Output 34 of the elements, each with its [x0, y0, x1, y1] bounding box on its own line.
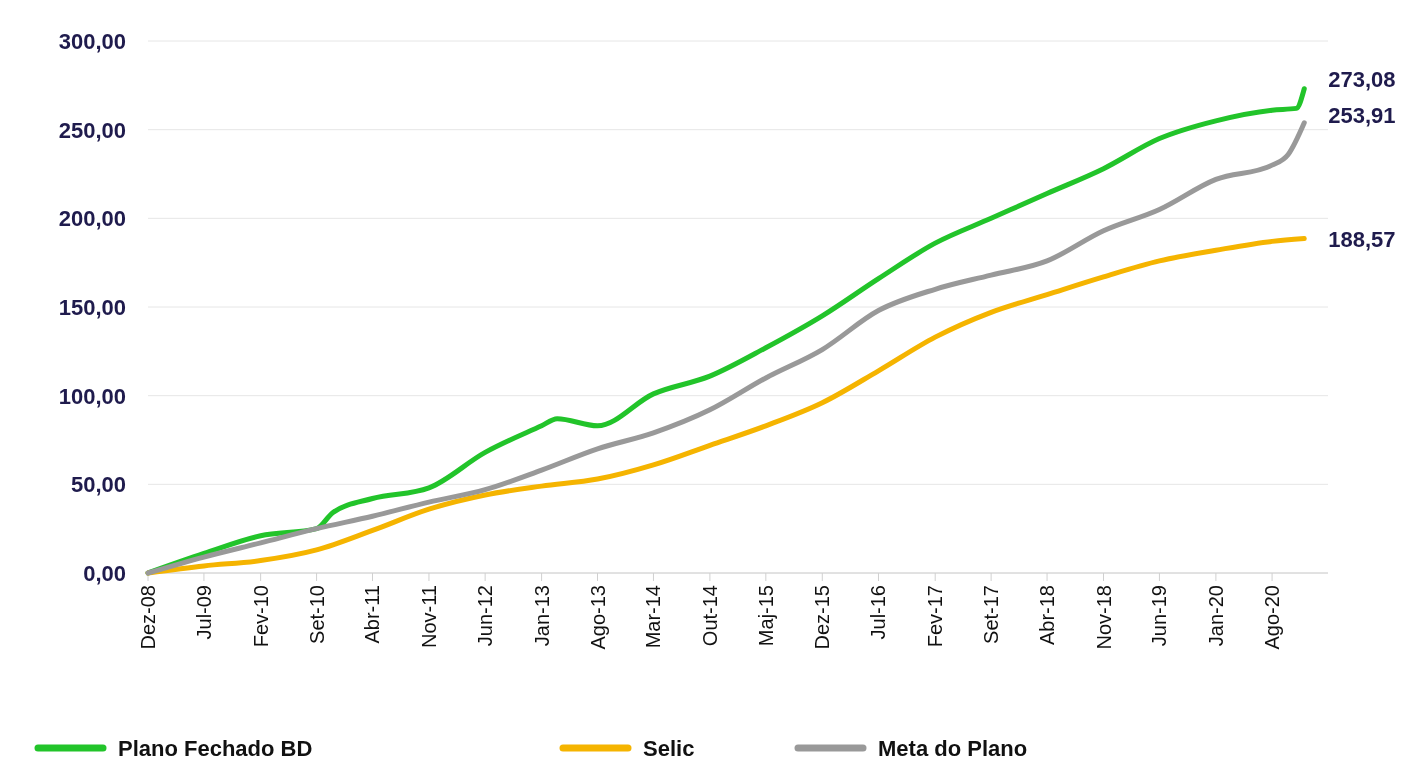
- x-tick-label: Maj-15: [754, 585, 777, 647]
- x-tick-label: Dez-15: [811, 585, 834, 650]
- x-tick-label: Set-17: [980, 585, 1003, 644]
- data-label: 273,08: [1328, 66, 1396, 92]
- legend-label: Plano Fechado BD: [118, 736, 313, 761]
- y-tick-label: 250,00: [58, 117, 126, 143]
- legend-label: Selic: [643, 736, 695, 761]
- x-tick-label: Jun-12: [474, 585, 497, 647]
- data-label: 253,91: [1328, 102, 1396, 128]
- x-tick-label: Fev-17: [924, 585, 947, 648]
- x-tick-label: Ago-13: [586, 585, 609, 650]
- data-label: 188,57: [1328, 226, 1396, 252]
- y-tick-label: 50,00: [70, 472, 126, 498]
- y-tick-label: 0,00: [83, 561, 126, 586]
- x-tick-label: Jan-20: [1204, 585, 1227, 647]
- y-tick-label: 150,00: [58, 295, 126, 320]
- x-tick-label: Dez-08: [137, 585, 159, 650]
- y-tick-label: 300,00: [58, 29, 126, 54]
- x-tick-label: Jul-09: [192, 585, 215, 640]
- y-tick-label: 100,00: [58, 383, 126, 409]
- x-tick-label: Jan-13: [530, 585, 553, 647]
- x-tick-label: Ago-20: [1261, 585, 1284, 650]
- x-tick-label: Nov-18: [1092, 585, 1115, 650]
- x-tick-label: Fev-10: [249, 585, 272, 648]
- x-tick-label: Set-10: [305, 585, 328, 644]
- x-tick-label: Jul-16: [867, 585, 890, 640]
- x-tick-label: Mar-14: [642, 585, 665, 649]
- x-tick-label: Abr-11: [361, 585, 384, 644]
- legend-label: Meta do Plano: [878, 736, 1028, 761]
- x-tick-label: Out-14: [698, 585, 721, 647]
- x-tick-label: Jun-19: [1148, 585, 1171, 647]
- y-tick-label: 200,00: [58, 206, 126, 232]
- x-tick-label: Nov-11: [417, 585, 440, 648]
- x-tick-label: Abr-18: [1036, 585, 1059, 646]
